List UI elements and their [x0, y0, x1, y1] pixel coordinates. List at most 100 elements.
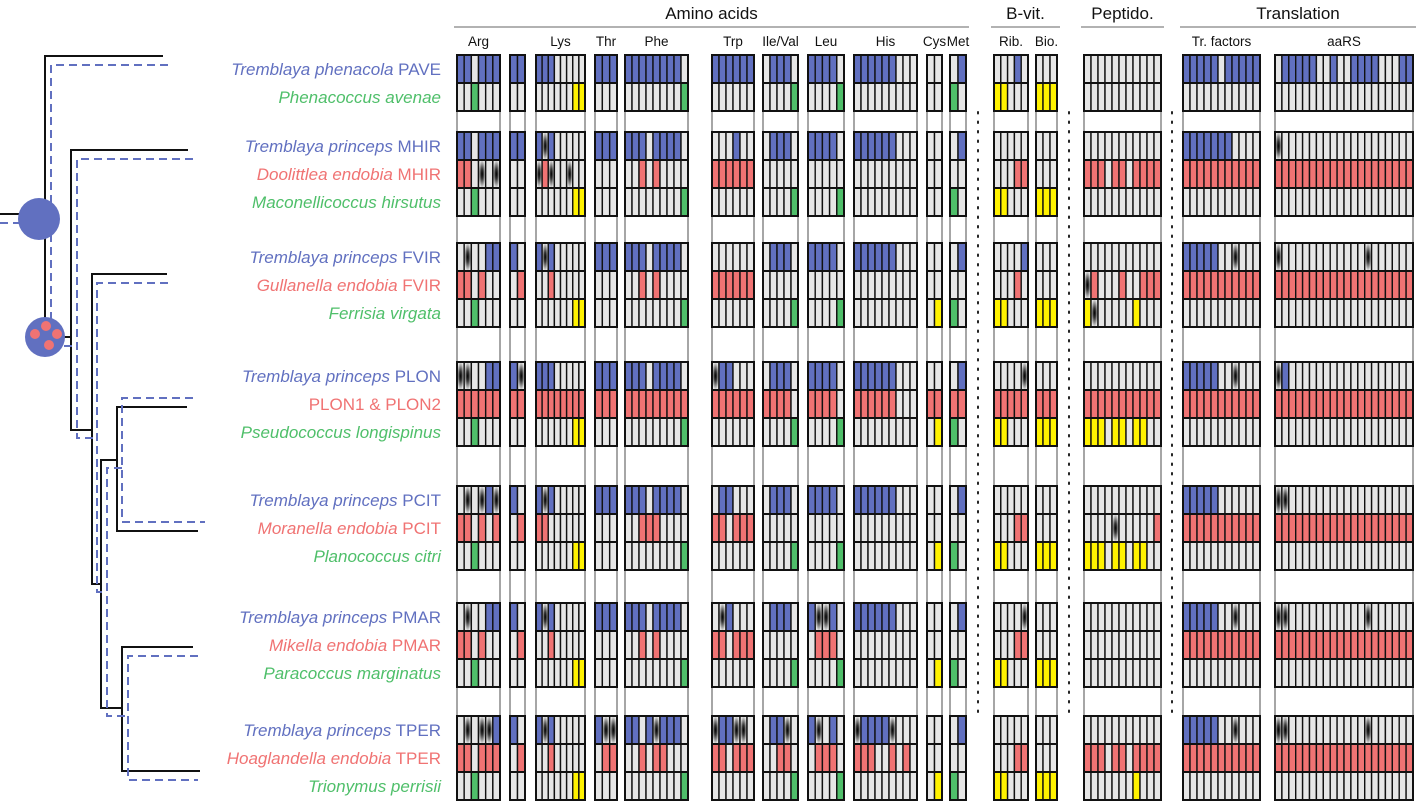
- gene-cell: [1224, 630, 1233, 660]
- gene-cell: [902, 131, 911, 161]
- pseudogene-cell: [814, 602, 824, 632]
- gene-cell: [645, 298, 654, 328]
- gene-cell: [1013, 715, 1022, 745]
- gene-cell: [553, 417, 562, 447]
- gene-cell: [776, 131, 785, 161]
- gene-cell: [652, 541, 661, 571]
- gene-cell: [1343, 658, 1352, 688]
- gene-cell: [828, 602, 838, 632]
- gene-cell: [601, 389, 611, 419]
- gene-cell: [874, 743, 883, 773]
- gene-cell: [680, 417, 689, 447]
- gene-cell: [1391, 187, 1400, 217]
- gene-cell: [1405, 715, 1414, 745]
- gene-cell: [1288, 54, 1297, 84]
- gene-cell: [484, 242, 494, 272]
- gene-cell: [509, 630, 519, 660]
- gene-cell: [638, 242, 647, 272]
- gene-cell: [1013, 743, 1022, 773]
- gene-cell: [1189, 242, 1198, 272]
- gene-cell: [1097, 270, 1106, 300]
- gene-cell: [718, 771, 727, 801]
- gene-cell: [828, 541, 838, 571]
- gene-cell: [1217, 82, 1226, 112]
- gene-cell: [836, 715, 845, 745]
- gene-cell: [565, 715, 574, 745]
- gene-cell: [1000, 743, 1009, 773]
- gene-cell: [1336, 541, 1345, 571]
- gene-cell: [1006, 159, 1016, 189]
- gene-cell: [909, 715, 918, 745]
- gene-cell: [638, 298, 647, 328]
- gene-cell: [572, 298, 580, 328]
- gene-cell: [783, 743, 792, 773]
- gene-cell: [993, 187, 1002, 217]
- gene-cell: [1315, 131, 1325, 161]
- gene-cell: [1281, 159, 1290, 189]
- gene-cell: [881, 743, 890, 773]
- gene-cell: [1301, 298, 1311, 328]
- gene-cell: [608, 485, 618, 515]
- gene-cell: [470, 658, 480, 688]
- gene-cell: [1231, 159, 1240, 189]
- gene-cell: [456, 658, 465, 688]
- gene-cell: [1343, 242, 1352, 272]
- gene-cell: [1210, 187, 1219, 217]
- gene-cell: [1252, 513, 1261, 543]
- gene-cell: [1343, 361, 1352, 391]
- gene-cell: [725, 361, 734, 391]
- gene-cell: [1294, 131, 1304, 161]
- gene-cell: [516, 82, 526, 112]
- gene-cell: [1245, 658, 1254, 688]
- gene-cell: [572, 131, 580, 161]
- gene-cell: [949, 159, 959, 189]
- gene-cell: [1139, 131, 1148, 161]
- pseudogene-cell: [888, 715, 897, 745]
- gene-cell: [746, 743, 755, 773]
- gene-cell: [895, 54, 904, 84]
- gene-cell: [1329, 187, 1338, 217]
- gene-cell: [553, 485, 562, 515]
- gene-cell: [888, 82, 897, 112]
- gene-cell: [1252, 602, 1261, 632]
- gene-cell: [492, 658, 501, 688]
- gene-cell: [456, 513, 465, 543]
- gene-cell: [1104, 771, 1113, 801]
- gene-cell: [933, 131, 943, 161]
- gene-cell: [1104, 242, 1113, 272]
- gene-cell: [1294, 389, 1304, 419]
- gene-cell: [1139, 743, 1148, 773]
- gene-cell: [1281, 389, 1290, 419]
- gene-cell: [1196, 630, 1205, 660]
- gene-cell: [492, 417, 501, 447]
- gene-cell: [1097, 602, 1106, 632]
- gene-cell: [1315, 389, 1325, 419]
- gene-cell: [993, 242, 1002, 272]
- gene-cell: [711, 541, 720, 571]
- gene-cell: [746, 602, 755, 632]
- gene-cell: [572, 82, 580, 112]
- gene-cell: [1391, 630, 1400, 660]
- gene-cell: [1125, 602, 1134, 632]
- gene-cell: [836, 513, 845, 543]
- gene-cell: [853, 82, 862, 112]
- gene-cell: [1203, 54, 1212, 84]
- gene-cell: [1035, 541, 1044, 571]
- gene-cell: [1217, 715, 1226, 745]
- gene-cell: [477, 242, 487, 272]
- gene-cell: [1013, 298, 1022, 328]
- gene-cell: [1281, 187, 1290, 217]
- gene-cell: [565, 658, 574, 688]
- gene-cell: [601, 630, 611, 660]
- gene-cell: [888, 630, 897, 660]
- gene-cell: [926, 361, 936, 391]
- gene-cell: [1217, 361, 1226, 391]
- gene-cell: [860, 541, 869, 571]
- gene-cell: [1329, 389, 1338, 419]
- gene-cell: [1035, 771, 1044, 801]
- gene-cell: [1245, 771, 1254, 801]
- gene-cell: [601, 187, 611, 217]
- gene-cell: [1097, 715, 1106, 745]
- gene-cell: [624, 54, 633, 84]
- gene-cell: [516, 389, 526, 419]
